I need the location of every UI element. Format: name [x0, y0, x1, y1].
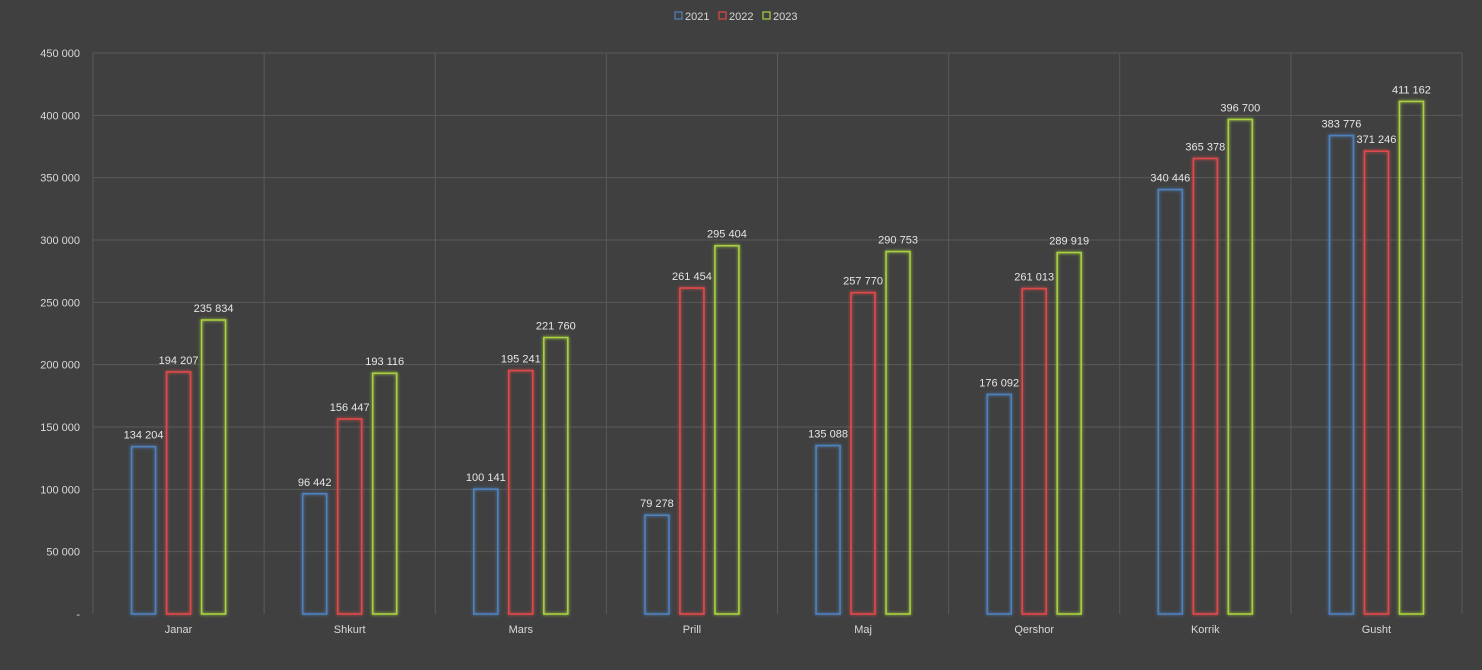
legend-label: 2022 — [729, 11, 753, 23]
data-label: 193 116 — [365, 356, 404, 368]
bar-2022-gusht — [1363, 150, 1390, 615]
bar-2022-prill — [679, 287, 705, 615]
y-tick-label: 250 000 — [40, 297, 80, 309]
x-category-label: Gusht — [1362, 624, 1391, 636]
x-category-label: Qershor — [1014, 624, 1054, 636]
x-category-label: Korrik — [1191, 624, 1220, 636]
data-label: 156 447 — [330, 402, 370, 414]
y-tick-label: 200 000 — [40, 360, 80, 372]
y-tick-label: 450 000 — [40, 48, 80, 60]
legend-swatch — [762, 11, 771, 20]
x-category-label: Maj — [854, 624, 872, 636]
bar-2021-shkurt — [301, 492, 328, 615]
bar-2021-korrik — [1157, 188, 1184, 615]
bars — [130, 100, 1425, 615]
y-tick-label: 50 000 — [46, 547, 80, 559]
y-tick-label: 150 000 — [40, 422, 80, 434]
data-label: 383 776 — [1322, 119, 1362, 131]
bar-2022-qershor — [1021, 287, 1047, 615]
data-label: 411 162 — [1392, 84, 1431, 96]
data-label: 100 141 — [466, 472, 506, 484]
x-axis-category-labels: Janar Shkurt Mars Prill Maj Qershor Korrik Gush… — [165, 624, 1391, 636]
bar-2023-maj — [885, 250, 911, 615]
gridlines — [92, 52, 1463, 614]
bar-2021-gusht — [1328, 134, 1355, 615]
x-category-label: Shkurt — [334, 624, 366, 636]
data-label: 290 753 — [878, 235, 918, 247]
data-label: 134 204 — [124, 430, 164, 442]
y-tick-label: 350 000 — [40, 173, 80, 185]
legend: 2021 2022 2023 — [674, 11, 797, 23]
bar-2022-korrik — [1192, 157, 1219, 615]
legend-label: 2021 — [685, 11, 709, 23]
x-category-label: Prill — [683, 624, 701, 636]
legend-swatch — [718, 11, 727, 20]
bar-2023-mars — [543, 336, 569, 615]
bar-2023-shkurt — [371, 372, 398, 615]
y-tick-label: 400 000 — [40, 110, 80, 122]
bar-2022-mars — [508, 369, 534, 615]
y-tick-label: 100 000 — [40, 484, 80, 496]
legend-swatch — [674, 11, 683, 20]
bar-2021-janar — [130, 445, 157, 615]
data-label: 257 770 — [843, 276, 883, 288]
bar-2022-shkurt — [336, 418, 363, 615]
data-label: 96 442 — [298, 477, 332, 489]
data-label: 295 404 — [707, 229, 747, 241]
data-label: 289 919 — [1049, 236, 1089, 248]
bar-2021-maj — [815, 444, 841, 615]
y-tick-label: 300 000 — [40, 235, 80, 247]
x-category-label: Janar — [165, 624, 193, 636]
bar-2022-maj — [850, 291, 876, 615]
data-label: 194 207 — [159, 355, 199, 367]
bar-2023-janar — [200, 319, 227, 615]
data-label: 261 454 — [672, 271, 712, 283]
data-label: 135 088 — [808, 429, 848, 441]
bar-2023-qershor — [1056, 251, 1082, 615]
bar-2021-qershor — [986, 393, 1012, 615]
data-label: 371 246 — [1357, 134, 1397, 146]
bar-2023-prill — [714, 244, 740, 615]
y-tick-label: - — [76, 609, 80, 621]
data-label: 340 446 — [1150, 173, 1190, 185]
data-labels: 134 204 194 207 235 834 96 442 156 447 193 11… — [124, 84, 1431, 510]
data-label: 365 378 — [1185, 141, 1225, 153]
bar-2022-janar — [165, 371, 192, 615]
data-label: 235 834 — [194, 303, 234, 315]
data-label: 221 760 — [536, 321, 576, 333]
bar-2023-gusht — [1398, 100, 1425, 615]
legend-label: 2023 — [773, 11, 797, 23]
x-category-label: Mars — [509, 624, 534, 636]
data-label: 396 700 — [1220, 102, 1260, 114]
bar-2021-mars — [473, 488, 499, 615]
data-label: 176 092 — [979, 377, 1019, 389]
y-axis-tick-labels: - 50 000 100 000 150 000 200 000 250 000 300 0… — [40, 48, 80, 621]
bar-2023-korrik — [1227, 118, 1254, 615]
bar-2021-prill — [644, 514, 670, 615]
data-label: 79 278 — [640, 498, 674, 510]
data-label: 261 013 — [1014, 272, 1054, 284]
data-label: 195 241 — [501, 354, 541, 366]
